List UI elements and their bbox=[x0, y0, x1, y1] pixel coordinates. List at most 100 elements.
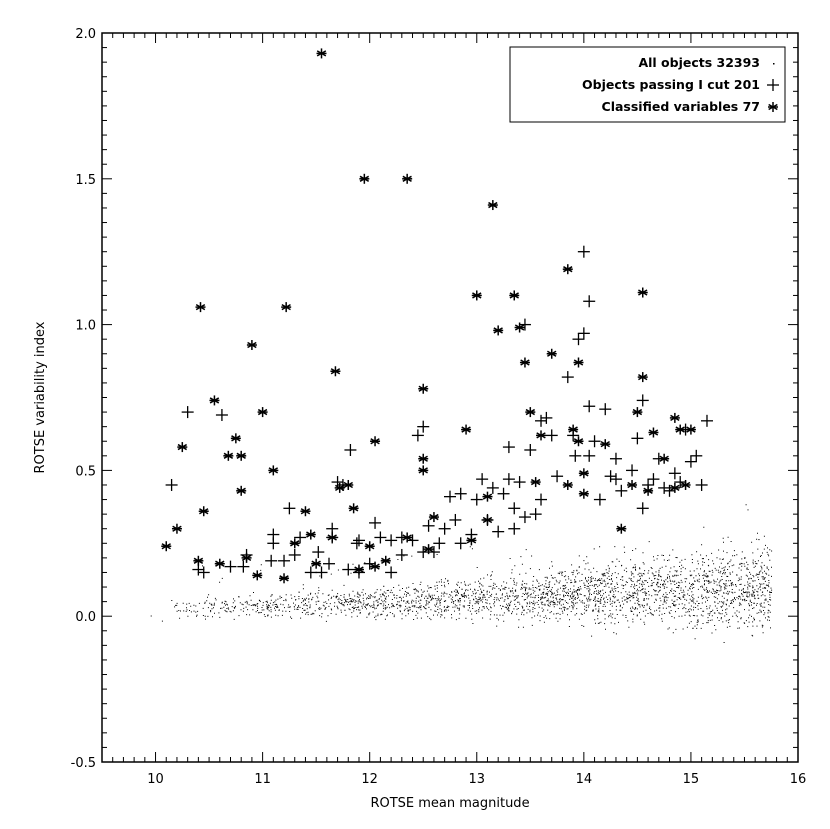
passing-cut-point bbox=[535, 493, 548, 506]
passing-cut-point bbox=[237, 560, 250, 573]
classified-variable-point bbox=[327, 532, 338, 543]
passing-cut-point bbox=[647, 473, 660, 486]
tick-layer bbox=[102, 32, 799, 763]
passing-cut-point bbox=[267, 528, 280, 541]
classified-variable-point bbox=[493, 325, 504, 336]
passing-cut-point bbox=[626, 464, 639, 477]
passing-cut-point bbox=[454, 487, 467, 500]
classified-variable-point bbox=[364, 541, 375, 552]
classified-variable-point bbox=[198, 506, 209, 517]
passing-cut-point bbox=[502, 473, 515, 486]
classified-variable-point bbox=[509, 290, 520, 301]
passing-cut-point bbox=[609, 452, 622, 465]
passing-cut-point bbox=[545, 429, 558, 442]
passing-cut-point bbox=[700, 414, 713, 427]
classified-variable-point bbox=[171, 523, 182, 534]
passing-cut-point bbox=[417, 420, 430, 433]
classified-variable-point bbox=[423, 544, 434, 555]
classified-variable-point bbox=[536, 430, 547, 441]
classified-variable-point bbox=[428, 512, 439, 523]
passing-cut-point bbox=[374, 531, 387, 544]
passing-cut-point bbox=[385, 534, 398, 547]
classified-variable-point bbox=[530, 477, 541, 488]
passing-cut-point bbox=[583, 295, 596, 308]
classified-variable-point bbox=[289, 538, 300, 549]
passing-cut-point bbox=[224, 560, 237, 573]
classified-variable-point bbox=[257, 407, 268, 418]
classified-variable-point bbox=[252, 570, 263, 581]
passing-cut-point bbox=[631, 432, 644, 445]
passing-cut-point bbox=[577, 327, 590, 340]
passing-cut-point bbox=[572, 333, 585, 346]
classified-variable-point bbox=[643, 485, 654, 496]
passing-cut-point bbox=[599, 403, 612, 416]
passing-cut-point bbox=[304, 566, 317, 579]
passing-cut-point bbox=[363, 557, 376, 570]
y-tick-label: 0.0 bbox=[75, 610, 96, 625]
passing-cut-point bbox=[695, 478, 708, 491]
classified-variable-point bbox=[246, 340, 257, 351]
classified-variable-point bbox=[632, 407, 643, 418]
classified-variable-point bbox=[370, 436, 381, 447]
passing-cut-point bbox=[615, 484, 628, 497]
passing-cut-point bbox=[165, 478, 178, 491]
passing-cut-point bbox=[593, 493, 606, 506]
passing-cut-point bbox=[283, 502, 296, 515]
classified-variable-point bbox=[637, 372, 648, 383]
y-tick-label: 2.0 bbox=[75, 27, 96, 42]
classified-variable-point bbox=[578, 468, 589, 479]
passing-cut-point bbox=[215, 408, 228, 421]
passing-cut-point bbox=[323, 557, 336, 570]
marker-layer bbox=[161, 48, 713, 584]
classified-variable-point bbox=[562, 479, 573, 490]
x-tick-label: 13 bbox=[468, 772, 485, 787]
passing-cut-point bbox=[588, 435, 601, 448]
classified-variable-point bbox=[241, 552, 252, 563]
classified-variable-point bbox=[461, 424, 472, 435]
passing-cut-point bbox=[658, 481, 671, 494]
y-axis-label: ROTSE variability index bbox=[33, 321, 48, 473]
passing-cut-point bbox=[540, 411, 553, 424]
passing-cut-point bbox=[438, 522, 451, 535]
classified-variable-point bbox=[648, 427, 659, 438]
classified-variable-point bbox=[316, 48, 327, 59]
x-tick-label: 11 bbox=[254, 772, 271, 787]
passing-cut-point bbox=[427, 546, 440, 559]
y-tick-label: -0.5 bbox=[71, 756, 96, 771]
classified-variable-point bbox=[177, 442, 188, 453]
passing-cut-point bbox=[344, 443, 357, 456]
x-tick-label: 15 bbox=[683, 772, 700, 787]
classified-variable-point bbox=[330, 366, 341, 377]
classified-variable-point bbox=[370, 561, 381, 572]
classified-variable-point bbox=[616, 523, 627, 534]
passing-cut-point bbox=[492, 525, 505, 538]
passing-cut-point bbox=[583, 449, 596, 462]
classified-variable-point bbox=[305, 529, 316, 540]
classified-variable-point bbox=[193, 555, 204, 566]
classified-variable-point bbox=[519, 357, 530, 368]
legend-markers bbox=[767, 63, 779, 112]
passing-cut-point bbox=[529, 508, 542, 521]
passing-cut-point bbox=[454, 537, 467, 550]
plot-frame bbox=[101, 32, 799, 763]
classified-variable-point bbox=[482, 491, 493, 502]
classified-variable-point bbox=[568, 424, 579, 435]
passing-cut-point bbox=[569, 449, 582, 462]
classified-variable-point bbox=[311, 558, 322, 569]
passing-cut-point bbox=[312, 546, 325, 559]
classified-variable-point bbox=[279, 573, 290, 584]
passing-cut-point bbox=[406, 534, 419, 547]
passing-cut-point bbox=[342, 563, 355, 576]
classified-variable-point bbox=[380, 555, 391, 566]
classified-variable-point bbox=[418, 465, 429, 476]
x-tick-label: 10 bbox=[147, 772, 164, 787]
passing-cut-point bbox=[422, 519, 435, 532]
classified-variable-point bbox=[300, 506, 311, 517]
legend-marker-dot bbox=[773, 63, 775, 65]
classified-variable-point bbox=[600, 439, 611, 450]
classified-variable-point bbox=[675, 424, 686, 435]
passing-cut-point bbox=[315, 566, 328, 579]
passing-cut-point bbox=[278, 554, 291, 567]
classified-variable-point bbox=[659, 453, 670, 464]
